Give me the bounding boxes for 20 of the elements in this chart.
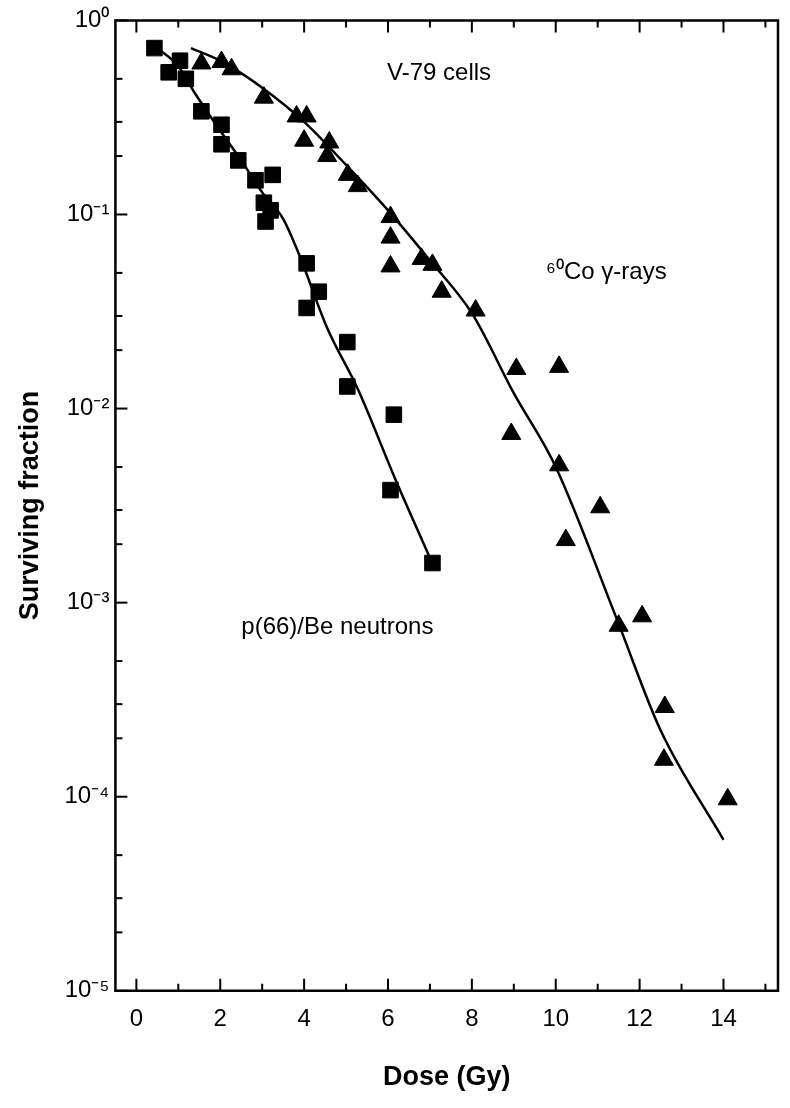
y-tick-label: 10⁻² bbox=[66, 393, 110, 421]
x-axis-title: Dose (Gy) bbox=[382, 1061, 511, 1092]
y-tick-label: 10⁰ bbox=[74, 5, 110, 33]
text: ⁶⁰Co γ-rays bbox=[546, 257, 667, 285]
series-label: p(66)/Be neutrons bbox=[241, 611, 434, 639]
x-tick-label: 14 bbox=[710, 1003, 737, 1031]
x-tick-label: 4 bbox=[297, 1003, 311, 1031]
x-tick-label: 0 bbox=[129, 1003, 144, 1031]
annotation: V-79 cells bbox=[387, 58, 492, 86]
x-tick-label: 6 bbox=[381, 1003, 395, 1031]
x-tick-label: 8 bbox=[465, 1003, 479, 1031]
x-tick-label: 12 bbox=[626, 1003, 653, 1031]
y-tick-label: 10⁻⁴ bbox=[64, 781, 110, 809]
y-tick-label: 10⁻¹ bbox=[66, 199, 110, 227]
y-tick-label: 10⁻⁵ bbox=[64, 975, 110, 1003]
x-tick-label: 10 bbox=[542, 1003, 570, 1031]
y-tick-label: 10⁻³ bbox=[66, 587, 110, 615]
x-tick-label: 2 bbox=[213, 1003, 227, 1031]
y-axis-title: Surviving fraction bbox=[13, 390, 44, 621]
line-series bbox=[189, 46, 725, 842]
